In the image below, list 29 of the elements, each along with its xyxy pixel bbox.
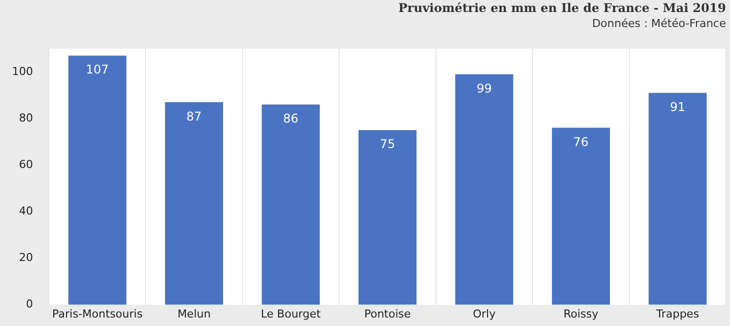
bar bbox=[68, 56, 126, 305]
x-tick-label: Melun bbox=[177, 307, 211, 320]
chart-title: Pruviométrie en mm en Ile de France - Mai 2019 bbox=[398, 1, 726, 16]
y-tick-label: 60 bbox=[18, 158, 33, 171]
data-label: 99 bbox=[476, 81, 492, 96]
y-tick-label: 100 bbox=[12, 64, 33, 78]
data-label: 75 bbox=[380, 137, 396, 152]
data-label: 87 bbox=[186, 109, 202, 124]
y-tick-label: 40 bbox=[18, 204, 33, 218]
data-label: 107 bbox=[86, 62, 109, 77]
y-tick-label: 80 bbox=[18, 111, 33, 124]
x-tick-label: Trappes bbox=[655, 307, 700, 320]
bar bbox=[552, 128, 610, 305]
data-label: 76 bbox=[573, 134, 589, 149]
x-tick-label: Orly bbox=[472, 307, 496, 320]
data-label: 86 bbox=[283, 112, 298, 126]
bar bbox=[358, 130, 417, 305]
data-label: 91 bbox=[670, 100, 686, 114]
bar bbox=[648, 92, 707, 305]
x-tick-label: Paris-Montsouris bbox=[52, 307, 143, 320]
x-tick-label: Pontoise bbox=[364, 307, 411, 320]
bar bbox=[165, 102, 224, 305]
y-tick-label: 20 bbox=[18, 251, 33, 264]
x-tick-label: Le Bourget bbox=[260, 307, 322, 320]
chart-subtitle: Données : Météo-France bbox=[591, 16, 726, 31]
bar bbox=[455, 74, 514, 305]
y-tick-label: 0 bbox=[26, 298, 33, 311]
bar bbox=[262, 104, 320, 305]
x-tick-label: Roissy bbox=[563, 307, 599, 320]
